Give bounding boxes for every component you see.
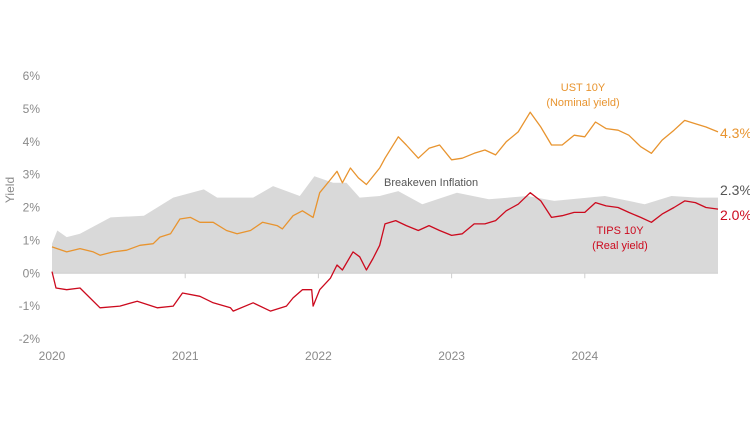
series-lines	[51, 111, 719, 312]
y-axis-label: Yield	[3, 177, 17, 203]
y-tick-label: -2%	[19, 332, 41, 346]
x-tick-label: 2022	[305, 349, 332, 363]
nominal-label-line2: (Nominal yield)	[546, 97, 619, 109]
y-tick-label: 6%	[23, 69, 41, 83]
nominal-label-line1: UST 10Y	[561, 82, 606, 94]
y-tick-label: 3%	[23, 168, 41, 182]
x-tick-label: 2024	[571, 349, 598, 363]
y-tick-label: 5%	[23, 102, 41, 116]
x-tick-label: 2023	[438, 349, 465, 363]
breakeven-label: Breakeven Inflation	[384, 177, 478, 189]
y-tick-label: 1%	[23, 233, 41, 247]
real-yield-line	[51, 192, 719, 312]
x-tick-label: 2020	[39, 349, 66, 363]
y-axis-ticks: -2% -1% 0% 1% 2% 3% 4% 5% 6%	[19, 69, 41, 346]
real-label-line1: TIPS 10Y	[596, 225, 644, 237]
real-end-label: 2.0%	[720, 207, 750, 223]
nominal-end-label: 4.3%	[720, 125, 750, 141]
y-tick-label: 2%	[23, 201, 41, 215]
x-tick-label: 2021	[172, 349, 199, 363]
y-tick-label: -1%	[19, 299, 41, 313]
y-tick-label: 0%	[23, 266, 41, 280]
nominal-yield-line	[51, 111, 719, 256]
y-tick-label: 4%	[23, 135, 41, 149]
real-label-line2: (Real yield)	[592, 240, 648, 252]
breakeven-end-label: 2.3%	[720, 182, 750, 198]
x-tick-marks	[184, 273, 586, 279]
x-axis-ticks: 2020 2021 2022 2023 2024	[39, 349, 599, 363]
